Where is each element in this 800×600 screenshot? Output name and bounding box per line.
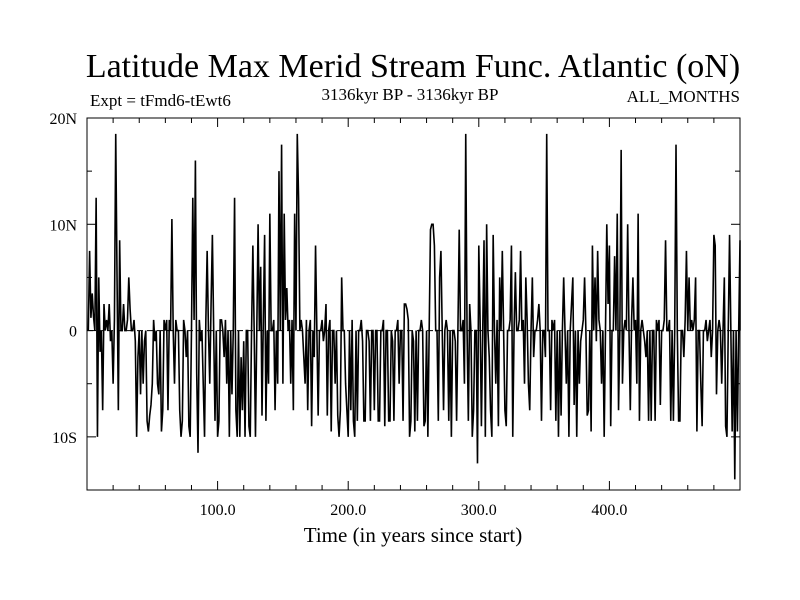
plot-area: 20N 10N 0 10S 100.0 200.0 300.0 400.0 bbox=[49, 111, 741, 519]
plot-frame bbox=[86, 117, 741, 491]
y-tick-label: 10N bbox=[49, 217, 77, 234]
y-tick-label: 20N bbox=[49, 111, 77, 128]
chart-title: Latitude Max Merid Stream Func. Atlantic… bbox=[86, 48, 740, 85]
x-axis-label: Time (in years since start) bbox=[304, 523, 523, 547]
x-tick-label: 400.0 bbox=[591, 502, 627, 519]
experiment-label: Expt = tFmd6-tEwt6 bbox=[90, 91, 231, 110]
x-tick-label: 300.0 bbox=[461, 502, 497, 519]
y-tick-label: 0 bbox=[69, 324, 77, 341]
period-label: 3136kyr BP - 3136kyr BP bbox=[322, 85, 499, 104]
series-line bbox=[87, 133, 741, 480]
y-tick-label: 10S bbox=[52, 430, 77, 447]
x-tick-label: 200.0 bbox=[330, 502, 366, 519]
x-tick-label: 100.0 bbox=[200, 502, 236, 519]
months-label: ALL_MONTHS bbox=[627, 87, 740, 106]
